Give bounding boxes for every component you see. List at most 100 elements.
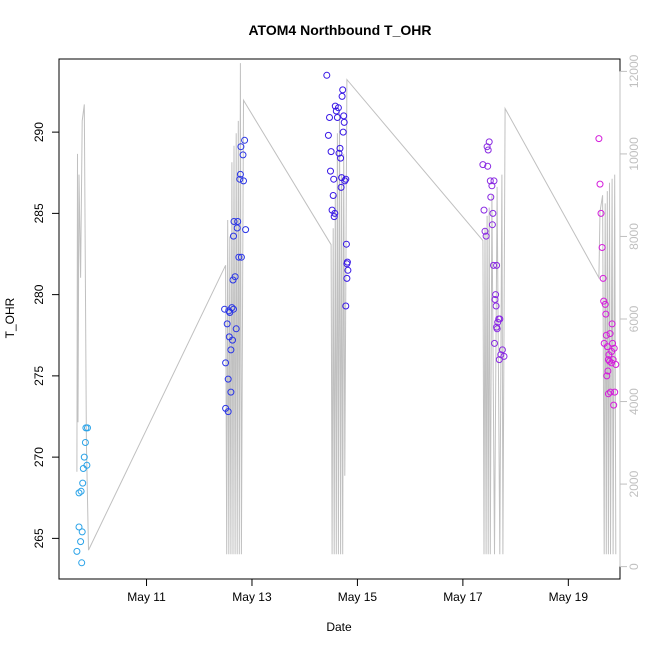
data-point xyxy=(330,213,338,221)
data-point xyxy=(338,92,346,100)
y-tick-label: 275 xyxy=(32,366,46,386)
y-tick-label: 285 xyxy=(32,203,46,223)
x-tick-label: May 19 xyxy=(549,590,589,604)
data-point xyxy=(230,305,237,313)
data-point xyxy=(498,346,506,354)
data-point xyxy=(339,128,347,136)
data-point xyxy=(599,274,607,282)
data-point xyxy=(600,297,608,305)
data-point xyxy=(489,209,497,217)
data-point xyxy=(236,175,244,183)
data-point xyxy=(606,357,613,365)
data-point xyxy=(608,359,616,367)
data-point xyxy=(340,112,348,120)
data-point xyxy=(330,175,338,183)
data-point xyxy=(232,325,240,333)
y-tick-label: 270 xyxy=(32,447,46,467)
data-point xyxy=(484,146,492,154)
y2-tick-label: 8000 xyxy=(627,223,641,250)
line-series xyxy=(76,63,617,555)
data-point xyxy=(486,177,494,185)
data-point xyxy=(227,346,235,354)
data-point xyxy=(609,339,617,347)
data-point xyxy=(490,261,497,269)
data-point xyxy=(231,273,239,281)
y2-tick-label: 2000 xyxy=(627,470,641,497)
data-point xyxy=(75,523,83,531)
data-point xyxy=(496,315,504,323)
data-point xyxy=(493,325,501,333)
data-point xyxy=(604,367,612,375)
data-point xyxy=(342,175,350,183)
data-point xyxy=(223,320,231,328)
data-point xyxy=(73,547,81,555)
data-point xyxy=(612,361,620,368)
data-point xyxy=(240,177,247,185)
y-tick-label: 280 xyxy=(32,284,46,304)
data-point xyxy=(491,339,498,347)
data-point xyxy=(237,253,245,261)
data-point xyxy=(79,465,87,472)
data-point xyxy=(327,167,334,175)
data-point xyxy=(75,489,83,497)
x-tick-label: May 13 xyxy=(232,590,272,604)
data-point xyxy=(341,177,349,185)
data-point xyxy=(235,253,243,261)
data-point xyxy=(610,344,618,352)
y2-tick-label: 6000 xyxy=(627,305,641,332)
data-point xyxy=(491,296,499,303)
data-point xyxy=(606,330,614,338)
data-point xyxy=(343,274,351,282)
y2-tick-label: 0 xyxy=(627,563,641,570)
data-point xyxy=(78,559,86,567)
x-axis-label: Date xyxy=(326,620,352,634)
data-point xyxy=(236,170,244,178)
data-point xyxy=(229,336,236,344)
data-point xyxy=(597,209,605,217)
line-series-layer xyxy=(76,63,617,555)
x-tick-label: May 17 xyxy=(443,590,483,604)
data-point xyxy=(333,114,341,121)
data-point xyxy=(601,300,609,308)
data-point xyxy=(227,388,235,396)
data-point xyxy=(602,331,610,339)
chart-title: ATOM4 Northbound T_OHR xyxy=(248,22,431,38)
x-tick-label: May 15 xyxy=(338,590,378,604)
data-point xyxy=(596,180,604,188)
data-point xyxy=(500,352,508,360)
data-point xyxy=(481,227,489,235)
series-1 xyxy=(73,424,91,567)
data-point xyxy=(230,218,238,225)
axes-layer: May 11 May 13 May 15 May 17 May 19 265 270 275 2… xyxy=(32,54,641,604)
data-point xyxy=(340,118,348,126)
data-point xyxy=(83,461,91,469)
data-point xyxy=(342,240,350,248)
data-point xyxy=(77,538,85,546)
data-point xyxy=(233,224,241,232)
data-point xyxy=(224,408,232,416)
data-point xyxy=(611,388,619,396)
y2-tick-label: 12000 xyxy=(627,54,641,88)
data-point xyxy=(225,307,233,315)
data-point xyxy=(602,310,610,318)
data-point xyxy=(603,372,611,380)
data-point xyxy=(484,162,492,170)
data-point xyxy=(224,375,232,383)
data-point xyxy=(598,244,606,251)
data-point xyxy=(492,291,500,299)
data-point xyxy=(334,104,342,112)
series-4 xyxy=(479,138,508,364)
data-point xyxy=(339,86,347,94)
data-point xyxy=(324,131,332,139)
data-point xyxy=(490,177,498,185)
data-point xyxy=(492,302,500,310)
data-point xyxy=(610,401,618,409)
data-point xyxy=(336,144,344,152)
x-tick-label: May 11 xyxy=(127,590,166,604)
series-5 xyxy=(595,135,620,409)
data-point xyxy=(482,232,490,240)
data-point xyxy=(81,439,89,446)
data-point xyxy=(337,154,345,162)
data-point xyxy=(480,206,488,214)
